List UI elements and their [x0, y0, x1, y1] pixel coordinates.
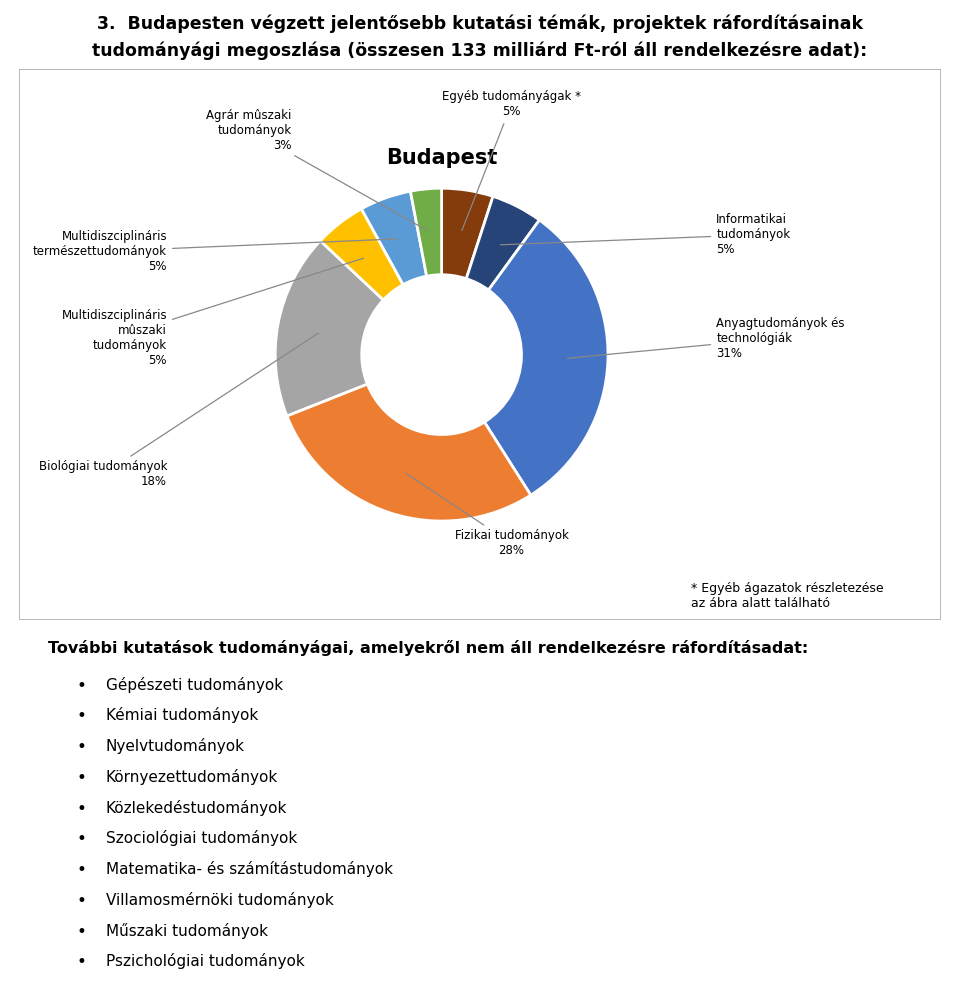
Text: Műszaki tudományok: Műszaki tudományok: [106, 923, 268, 938]
Wedge shape: [485, 220, 608, 495]
Text: Egyéb tudományágak *
5%: Egyéb tudományágak * 5%: [442, 90, 581, 230]
Text: Kémiai tudományok: Kémiai tudományok: [106, 707, 258, 723]
Text: Közlekedéstudományok: Közlekedéstudományok: [106, 800, 287, 815]
Text: További kutatások tudományágai, amelyekről nem áll rendelkezésre ráfordításadat:: További kutatások tudományágai, amelyekr…: [48, 640, 808, 656]
Wedge shape: [361, 191, 426, 285]
Text: Szociológiai tudományok: Szociológiai tudományok: [106, 830, 297, 846]
Text: Fizikai tudományok
28%: Fizikai tudományok 28%: [406, 473, 568, 558]
Text: Matematika- és számítástudományok: Matematika- és számítástudományok: [106, 861, 393, 877]
Text: Anyagtudományok és
technológiák
31%: Anyagtudományok és technológiák 31%: [567, 316, 845, 359]
Text: Agrár mûszaki
tudományok
3%: Agrár mûszaki tudományok 3%: [206, 108, 427, 231]
Text: •: •: [77, 830, 86, 848]
Text: •: •: [77, 953, 86, 971]
Wedge shape: [287, 384, 531, 521]
Wedge shape: [442, 188, 493, 279]
Text: •: •: [77, 861, 86, 879]
Wedge shape: [276, 241, 383, 416]
Text: Multidiszciplináris
természettudományok
5%: Multidiszciplináris természettudományok …: [33, 230, 397, 273]
Text: •: •: [77, 800, 86, 817]
Text: * Egyéb ágazatok részletezése
az ábra alatt található: * Egyéb ágazatok részletezése az ábra al…: [691, 582, 884, 610]
FancyBboxPatch shape: [19, 69, 941, 620]
Text: Budapest: Budapest: [386, 148, 497, 169]
Text: •: •: [77, 923, 86, 940]
Text: •: •: [77, 892, 86, 910]
Text: •: •: [77, 707, 86, 725]
Text: •: •: [77, 769, 86, 787]
Text: •: •: [77, 677, 86, 694]
Wedge shape: [321, 209, 403, 300]
Text: Gépészeti tudományok: Gépészeti tudományok: [106, 677, 283, 692]
Text: Nyelvtudományok: Nyelvtudományok: [106, 738, 245, 754]
Text: Informatikai
tudományok
5%: Informatikai tudományok 5%: [500, 213, 790, 256]
Text: •: •: [77, 738, 86, 756]
Text: Biológiai tudományok
18%: Biológiai tudományok 18%: [38, 333, 319, 488]
Text: tudományági megoszlása (összesen 133 milliárd Ft-ról áll rendelkezésre adat):: tudományági megoszlása (összesen 133 mil…: [92, 42, 868, 61]
Text: Multidiszciplináris
mûszaki
tudományok
5%: Multidiszciplináris mûszaki tudományok 5…: [61, 258, 364, 367]
Text: Villamosmérnöki tudományok: Villamosmérnöki tudományok: [106, 892, 333, 908]
Wedge shape: [467, 196, 540, 290]
Text: Környezettudományok: Környezettudományok: [106, 769, 277, 785]
Text: 3.  Budapesten végzett jelentősebb kutatási témák, projektek ráfordításainak: 3. Budapesten végzett jelentősebb kutatá…: [97, 15, 863, 34]
Wedge shape: [411, 188, 442, 276]
Text: Pszichológiai tudományok: Pszichológiai tudományok: [106, 953, 304, 969]
